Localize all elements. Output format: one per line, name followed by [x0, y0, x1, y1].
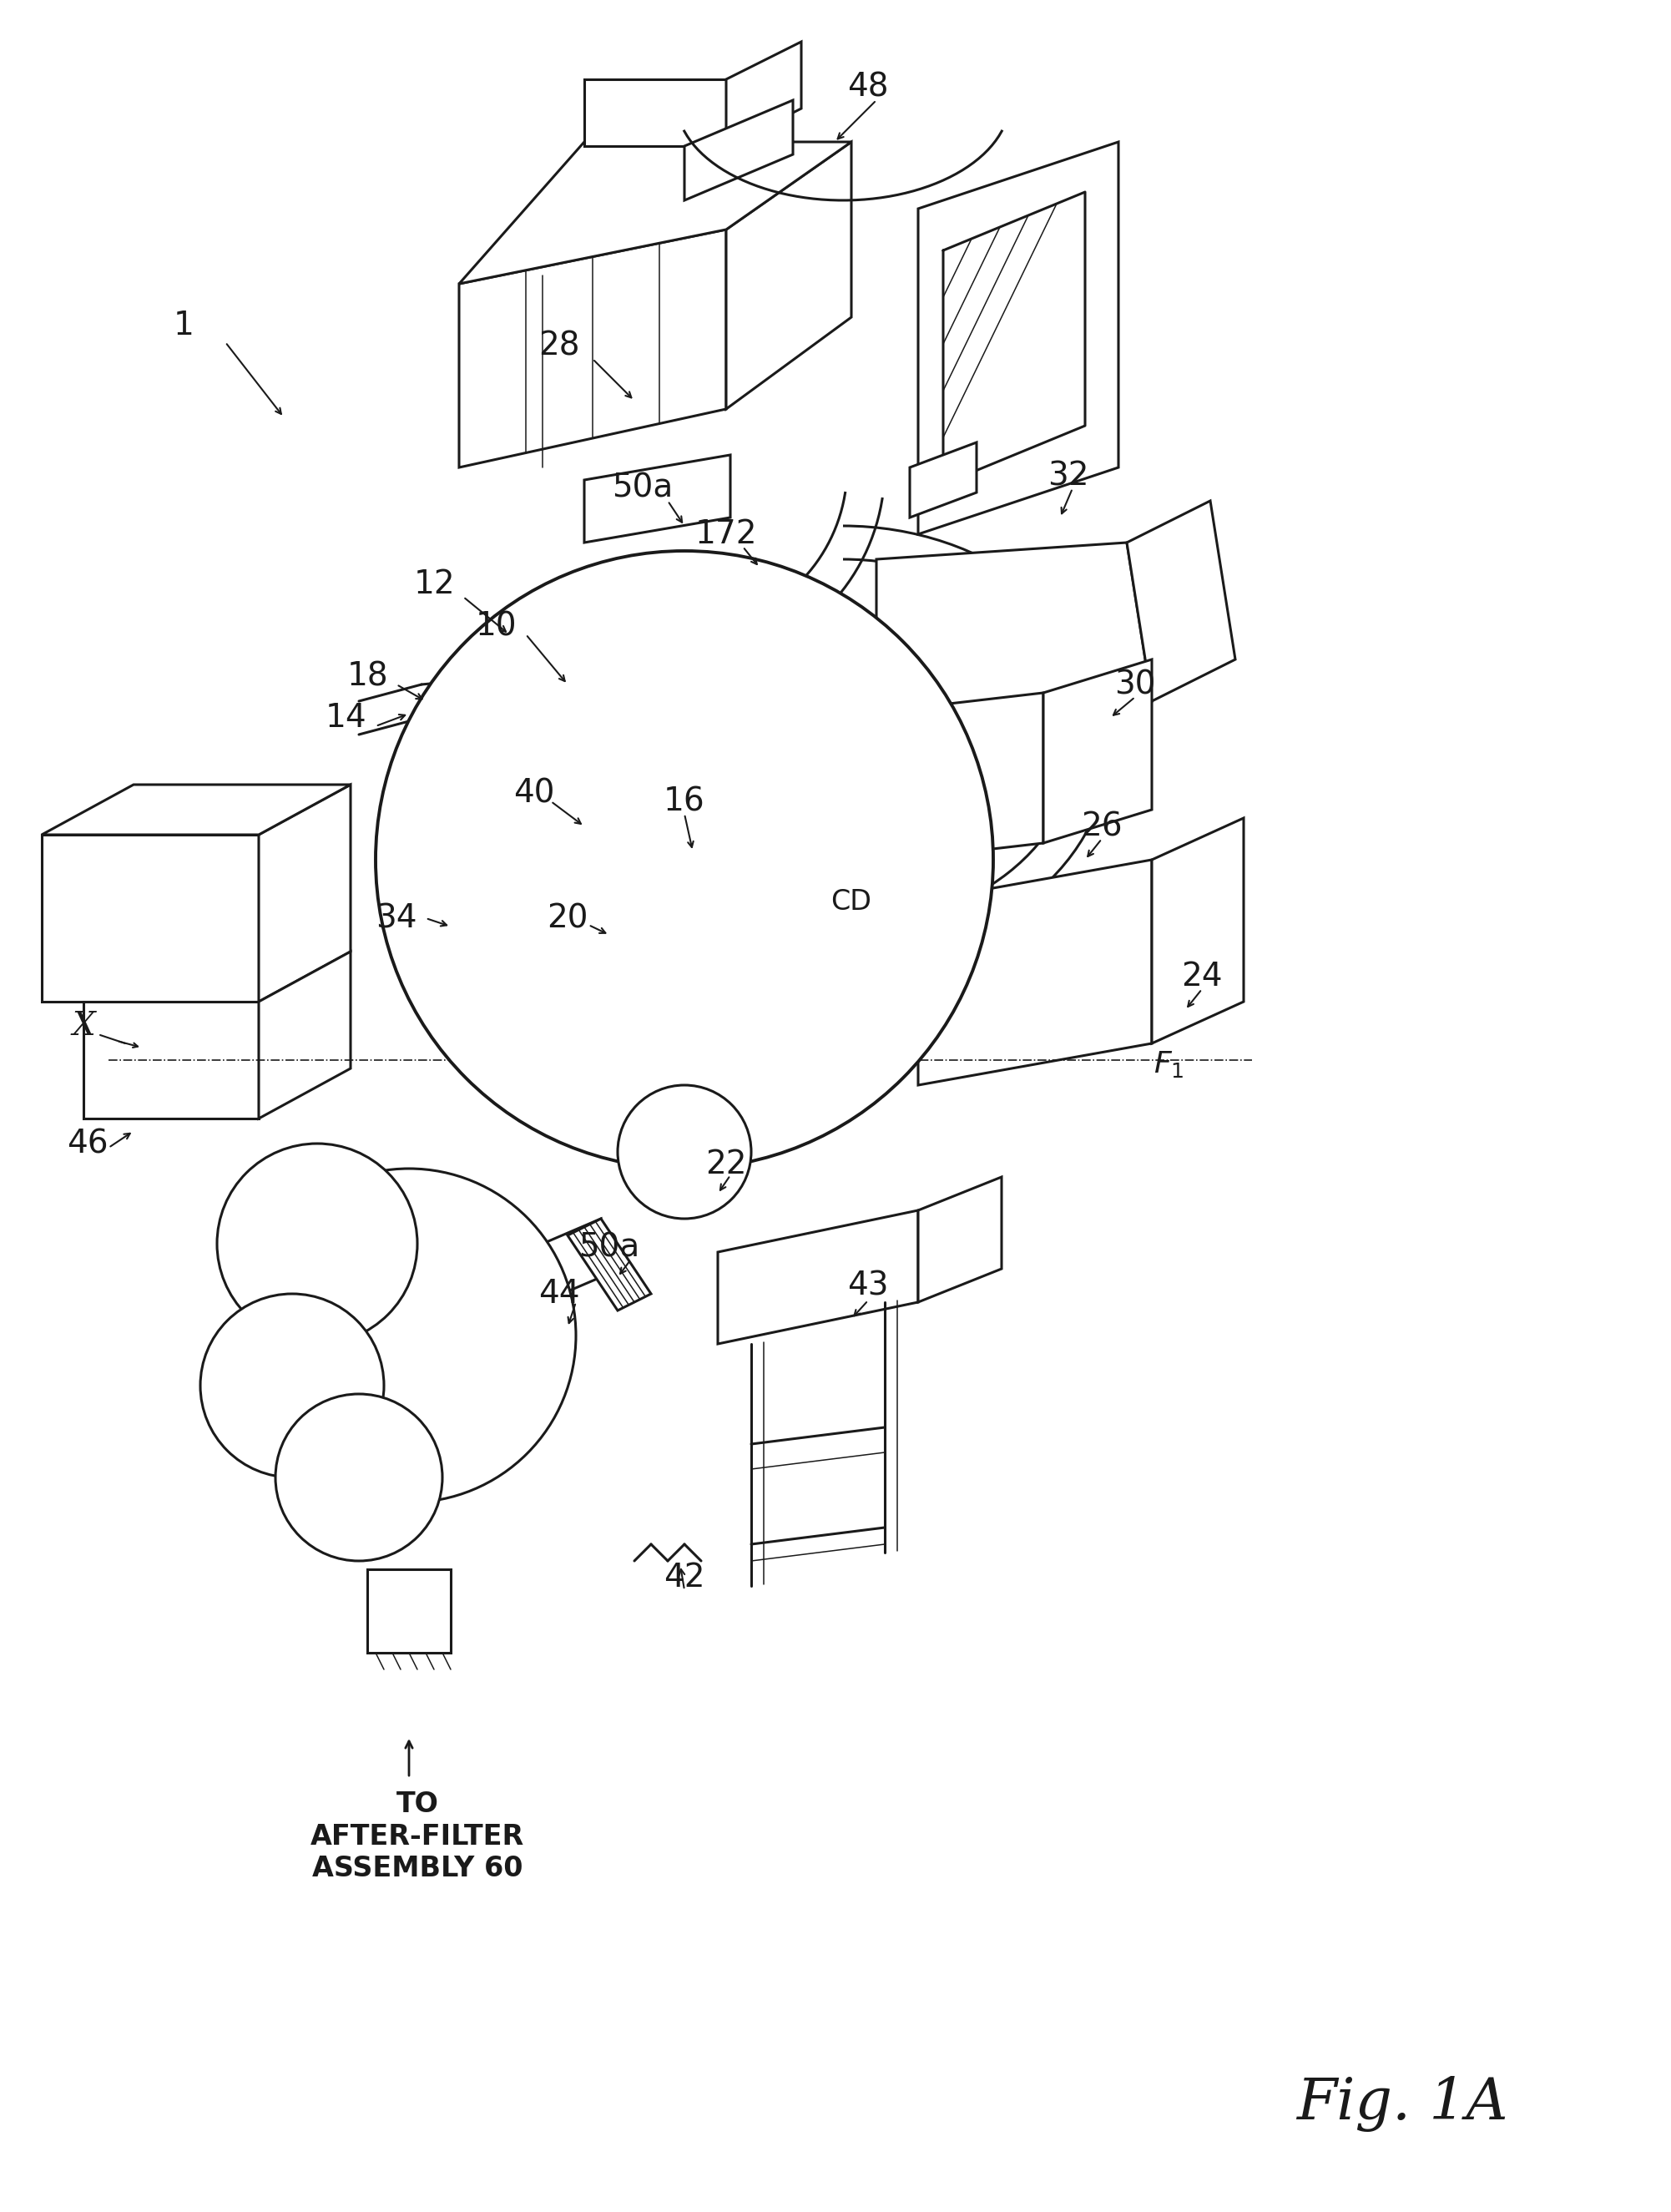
Polygon shape	[909, 442, 976, 518]
Text: 46: 46	[67, 1128, 109, 1159]
Polygon shape	[917, 142, 1118, 535]
Text: 26: 26	[1081, 810, 1123, 843]
Text: X: X	[72, 1011, 95, 1042]
Text: 10: 10	[476, 611, 518, 641]
Polygon shape	[42, 785, 351, 834]
Text: 28: 28	[538, 330, 580, 363]
Text: 44: 44	[538, 1279, 580, 1310]
Polygon shape	[1126, 500, 1235, 701]
Polygon shape	[727, 142, 851, 409]
Text: 50a: 50a	[578, 1232, 640, 1263]
Polygon shape	[1043, 659, 1151, 843]
Circle shape	[242, 1168, 576, 1502]
Polygon shape	[917, 1177, 1001, 1303]
Text: 18: 18	[346, 659, 388, 692]
Circle shape	[376, 551, 993, 1168]
Polygon shape	[827, 692, 1043, 867]
Polygon shape	[434, 1243, 543, 1318]
Text: 16: 16	[663, 785, 705, 816]
Text: 30: 30	[1115, 668, 1156, 701]
Text: Fig. 1A: Fig. 1A	[1297, 2075, 1509, 2132]
Polygon shape	[42, 834, 259, 1002]
Text: 40: 40	[513, 776, 555, 810]
Polygon shape	[368, 1568, 451, 1652]
Text: 14: 14	[326, 701, 368, 734]
Text: 172: 172	[695, 518, 757, 551]
Text: 50a: 50a	[612, 473, 673, 504]
Polygon shape	[84, 1002, 259, 1119]
Text: $F_1$: $F_1$	[1153, 1048, 1183, 1079]
Circle shape	[276, 1394, 443, 1562]
Text: 43: 43	[847, 1270, 889, 1301]
Polygon shape	[876, 542, 1151, 719]
Text: 24: 24	[1181, 960, 1223, 993]
Polygon shape	[460, 230, 727, 467]
Polygon shape	[434, 852, 568, 1002]
Polygon shape	[259, 951, 351, 1119]
Circle shape	[618, 1086, 752, 1219]
Polygon shape	[568, 1219, 652, 1310]
Text: 34: 34	[376, 902, 418, 933]
Polygon shape	[719, 1210, 917, 1345]
Polygon shape	[585, 80, 727, 146]
Text: 42: 42	[663, 1562, 705, 1593]
Polygon shape	[259, 785, 351, 1002]
Polygon shape	[1151, 818, 1243, 1044]
Text: 32: 32	[1048, 460, 1089, 491]
Polygon shape	[460, 142, 851, 283]
Circle shape	[201, 1294, 384, 1478]
Circle shape	[217, 1144, 418, 1345]
Text: 1: 1	[174, 310, 194, 341]
Polygon shape	[543, 1219, 602, 1303]
Polygon shape	[685, 100, 794, 201]
Text: 22: 22	[705, 1148, 747, 1181]
Text: 48: 48	[847, 71, 889, 104]
Text: 12: 12	[413, 568, 455, 599]
Polygon shape	[727, 42, 802, 146]
Polygon shape	[585, 456, 730, 542]
Text: 20: 20	[546, 902, 588, 933]
Polygon shape	[917, 860, 1151, 1086]
Text: TO
AFTER-FILTER
ASSEMBLY 60: TO AFTER-FILTER ASSEMBLY 60	[311, 1792, 525, 1882]
Text: CD: CD	[830, 887, 872, 916]
